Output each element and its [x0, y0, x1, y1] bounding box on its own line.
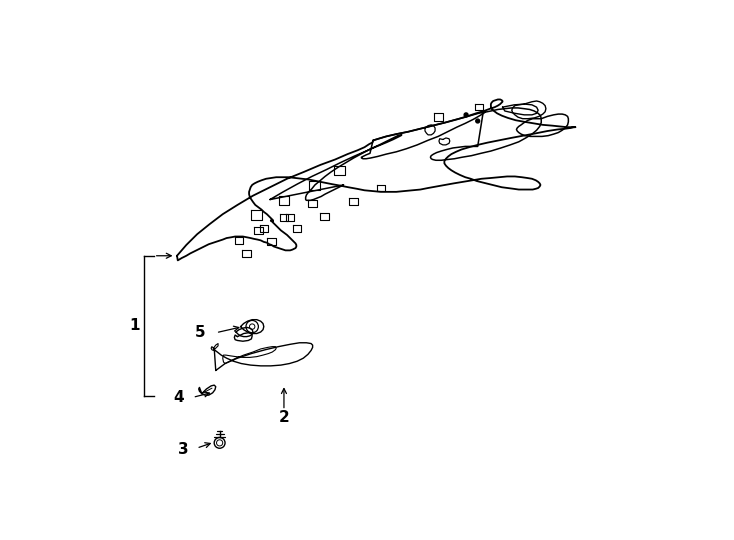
- Text: 4: 4: [173, 390, 184, 405]
- Text: 2: 2: [279, 410, 289, 425]
- Text: 3: 3: [178, 442, 189, 457]
- Circle shape: [476, 119, 479, 123]
- Text: 5: 5: [195, 325, 206, 340]
- Text: 1: 1: [129, 319, 139, 333]
- Circle shape: [464, 113, 468, 117]
